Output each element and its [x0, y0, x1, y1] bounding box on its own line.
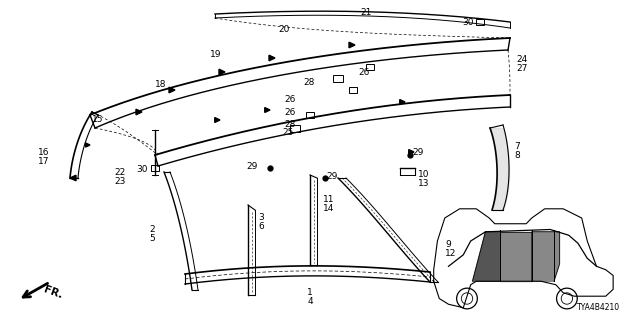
Text: 28: 28 — [285, 120, 296, 129]
Text: FR.: FR. — [42, 284, 63, 300]
Text: 12: 12 — [445, 249, 456, 258]
Text: 6: 6 — [258, 222, 264, 231]
Text: 20: 20 — [278, 25, 289, 34]
Polygon shape — [219, 69, 225, 75]
Polygon shape — [472, 232, 500, 281]
Polygon shape — [215, 117, 220, 123]
Text: 8: 8 — [514, 151, 520, 160]
Polygon shape — [169, 87, 175, 93]
Text: 25: 25 — [282, 128, 293, 137]
Bar — [349, 87, 357, 93]
Text: TYA4B4210: TYA4B4210 — [577, 303, 620, 312]
Text: 13: 13 — [418, 179, 429, 188]
Text: 30: 30 — [136, 165, 147, 174]
Text: 14: 14 — [323, 204, 334, 213]
Text: 17: 17 — [38, 157, 49, 166]
Text: 29: 29 — [326, 172, 337, 181]
Text: 21: 21 — [360, 8, 371, 17]
Bar — [151, 165, 159, 171]
Polygon shape — [532, 232, 559, 281]
Text: 27: 27 — [516, 64, 527, 73]
Text: 16: 16 — [38, 148, 49, 157]
Text: 28: 28 — [303, 78, 315, 87]
Bar — [476, 19, 484, 25]
Text: 5: 5 — [149, 234, 155, 243]
Text: 24: 24 — [516, 55, 527, 64]
Bar — [333, 75, 343, 82]
Text: 29: 29 — [412, 148, 424, 157]
Polygon shape — [265, 108, 270, 112]
Text: 23: 23 — [115, 177, 125, 186]
Polygon shape — [409, 149, 414, 155]
Text: 10: 10 — [418, 170, 429, 179]
Text: 30: 30 — [462, 18, 474, 27]
Text: 22: 22 — [115, 168, 125, 177]
Polygon shape — [500, 232, 532, 281]
Text: 2: 2 — [149, 225, 155, 234]
Bar — [290, 124, 300, 132]
Polygon shape — [400, 100, 405, 104]
Text: 19: 19 — [210, 50, 221, 59]
Bar — [306, 112, 314, 118]
Text: 26: 26 — [285, 95, 296, 104]
Text: 29: 29 — [246, 162, 258, 171]
Text: 26: 26 — [285, 108, 296, 117]
Text: 15: 15 — [92, 115, 104, 124]
Text: 11: 11 — [323, 195, 335, 204]
Text: 26: 26 — [358, 68, 369, 77]
Text: 18: 18 — [155, 80, 166, 89]
Polygon shape — [86, 143, 90, 147]
Text: 1: 1 — [307, 288, 313, 297]
Text: 3: 3 — [258, 213, 264, 222]
Text: 4: 4 — [307, 297, 313, 306]
Polygon shape — [136, 109, 142, 115]
Text: 7: 7 — [514, 142, 520, 151]
Polygon shape — [70, 175, 76, 181]
Bar — [366, 64, 374, 70]
Text: 9: 9 — [445, 240, 451, 249]
Polygon shape — [269, 55, 275, 61]
Polygon shape — [349, 42, 355, 48]
